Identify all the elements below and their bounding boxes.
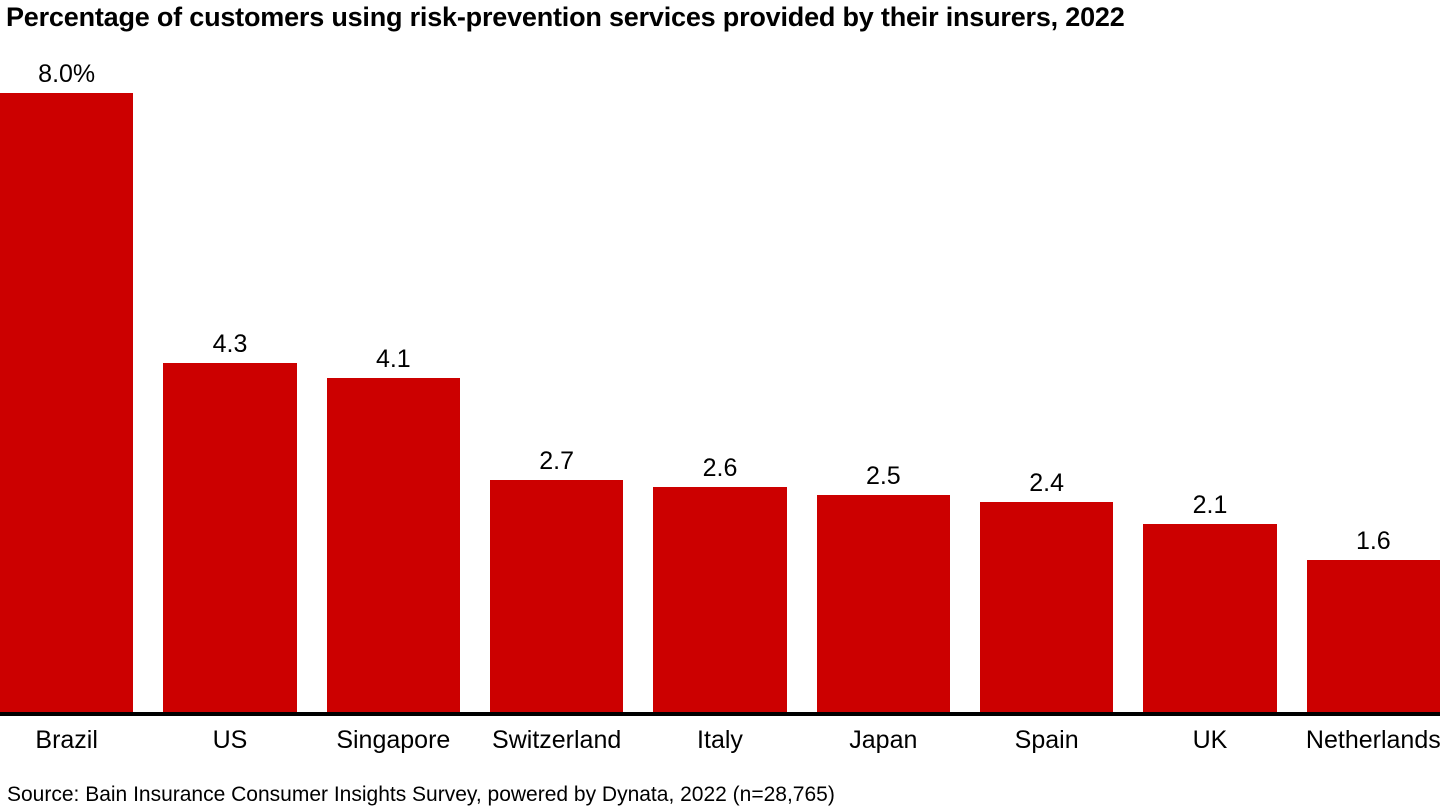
bar-switzerland	[489, 479, 624, 712]
chart-title: Percentage of customers using risk-preve…	[6, 2, 1125, 32]
value-label-singapore: 4.1	[375, 344, 411, 373]
x-tick-label-switzerland: Switzerland	[492, 726, 622, 754]
source-note: Source: Bain Insurance Consumer Insights…	[7, 783, 835, 806]
x-tick-label-uk: UK	[1192, 726, 1228, 754]
x-tick-label-singapore: Singapore	[336, 726, 451, 754]
value-label-italy: 2.6	[702, 454, 738, 483]
bar-netherlands	[1306, 560, 1440, 712]
bar-spain	[979, 501, 1114, 712]
bar-uk	[1143, 523, 1277, 712]
x-tick-label-spain: Spain	[1014, 726, 1079, 754]
bar-singapore	[326, 377, 460, 712]
x-axis-line	[0, 712, 1440, 716]
value-label-switzerland: 2.7	[539, 446, 575, 475]
value-label-spain: 2.4	[1029, 468, 1065, 497]
x-tick-label-netherlands: Netherlands	[1305, 726, 1440, 754]
x-tick-label-brazil: Brazil	[35, 726, 98, 754]
value-label-netherlands: 1.6	[1355, 527, 1391, 556]
value-label-us: 4.3	[212, 330, 248, 359]
bar-japan	[816, 494, 950, 712]
x-tick-label-japan: Japan	[849, 726, 918, 754]
value-label-brazil: 8.0%	[38, 60, 96, 88]
value-label-uk: 2.1	[1192, 490, 1228, 519]
bar-brazil	[0, 93, 134, 712]
value-label-japan: 2.5	[865, 461, 901, 490]
x-tick-label-italy: Italy	[697, 726, 743, 754]
x-tick-label-us: US	[212, 726, 248, 754]
bar-italy	[653, 487, 787, 712]
bar-us	[163, 363, 297, 712]
